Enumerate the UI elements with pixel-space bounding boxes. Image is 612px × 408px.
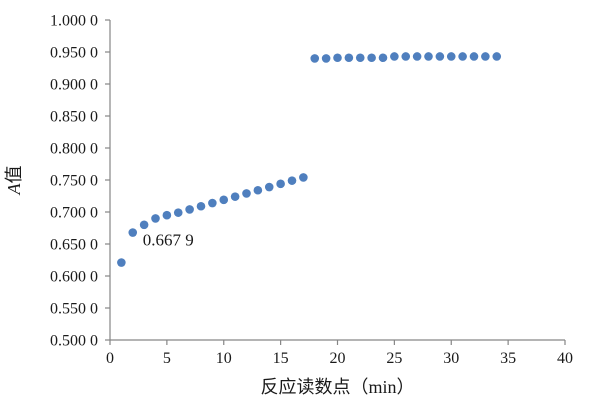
- y-tick-label: 0.600 0: [50, 269, 98, 286]
- data-point: [219, 195, 229, 205]
- data-point: [299, 173, 308, 182]
- data-point: [435, 52, 445, 61]
- y-axis-ticks: 0.500 0 0.550 0 0.600 0 0.650 0 0.700 0 0.750…: [50, 13, 110, 350]
- y-axis-label-symbol: A: [4, 183, 24, 196]
- x-tick-label: 35: [500, 350, 516, 367]
- data-point: [230, 192, 240, 201]
- data-point: [390, 52, 399, 61]
- data-point: [458, 52, 467, 61]
- data-point: [469, 52, 479, 61]
- data-point: [287, 176, 297, 185]
- x-tick-label: 40: [557, 350, 573, 367]
- y-tick-label: 0.750 0: [50, 173, 98, 190]
- data-point: [481, 52, 490, 61]
- data-points: [117, 52, 502, 267]
- data-point: [208, 198, 217, 208]
- data-point: [446, 52, 456, 61]
- y-tick-label: 0.500 0: [50, 333, 98, 350]
- x-tick-label: 0: [106, 350, 114, 367]
- data-point: [344, 53, 354, 63]
- data-point: [173, 208, 183, 217]
- data-point: [367, 53, 376, 63]
- x-axis-label: 反应读数点（min）: [260, 377, 414, 397]
- y-tick-label: 0.950 0: [50, 45, 98, 62]
- x-tick-label: 30: [443, 350, 459, 367]
- data-point: [310, 54, 320, 63]
- data-point: [117, 258, 126, 267]
- data-point: [321, 54, 331, 63]
- y-tick-label: 0.800 0: [50, 141, 98, 158]
- data-point: [378, 53, 388, 63]
- data-point: [412, 52, 422, 61]
- data-point: [196, 201, 206, 211]
- x-tick-label: 10: [216, 350, 232, 367]
- data-point: [264, 182, 274, 192]
- annotations: 0.667 9: [143, 231, 194, 250]
- data-point: [355, 53, 365, 63]
- data-point: [139, 220, 149, 230]
- data-point: [185, 205, 194, 214]
- data-point: [253, 185, 263, 195]
- data-point: [162, 210, 172, 220]
- y-tick-label: 0.700 0: [50, 205, 98, 222]
- y-tick-label: 1.000 0: [50, 13, 98, 30]
- y-tick-label: 0.650 0: [50, 237, 98, 254]
- data-point: [333, 53, 342, 63]
- data-point: [424, 52, 433, 61]
- data-point: [128, 228, 138, 237]
- x-tick-label: 20: [330, 350, 346, 367]
- y-axis-label: A值: [4, 166, 24, 196]
- data-point: [276, 179, 285, 189]
- x-axis-ticks: 0 5 10 15 20 25 30 35 40: [106, 340, 573, 367]
- y-tick-label: 0.850 0: [50, 109, 98, 126]
- data-label: 0.667 9: [143, 231, 194, 250]
- y-tick-label: 0.900 0: [50, 77, 98, 94]
- data-point: [401, 52, 411, 61]
- data-point: [242, 189, 251, 198]
- x-tick-label: 5: [163, 350, 171, 367]
- x-tick-label: 25: [386, 350, 402, 367]
- x-tick-label: 15: [273, 350, 289, 367]
- data-point: [492, 52, 502, 61]
- y-tick-label: 0.550 0: [50, 301, 98, 318]
- y-axis-label-text: 值: [4, 166, 24, 184]
- data-point: [151, 214, 160, 223]
